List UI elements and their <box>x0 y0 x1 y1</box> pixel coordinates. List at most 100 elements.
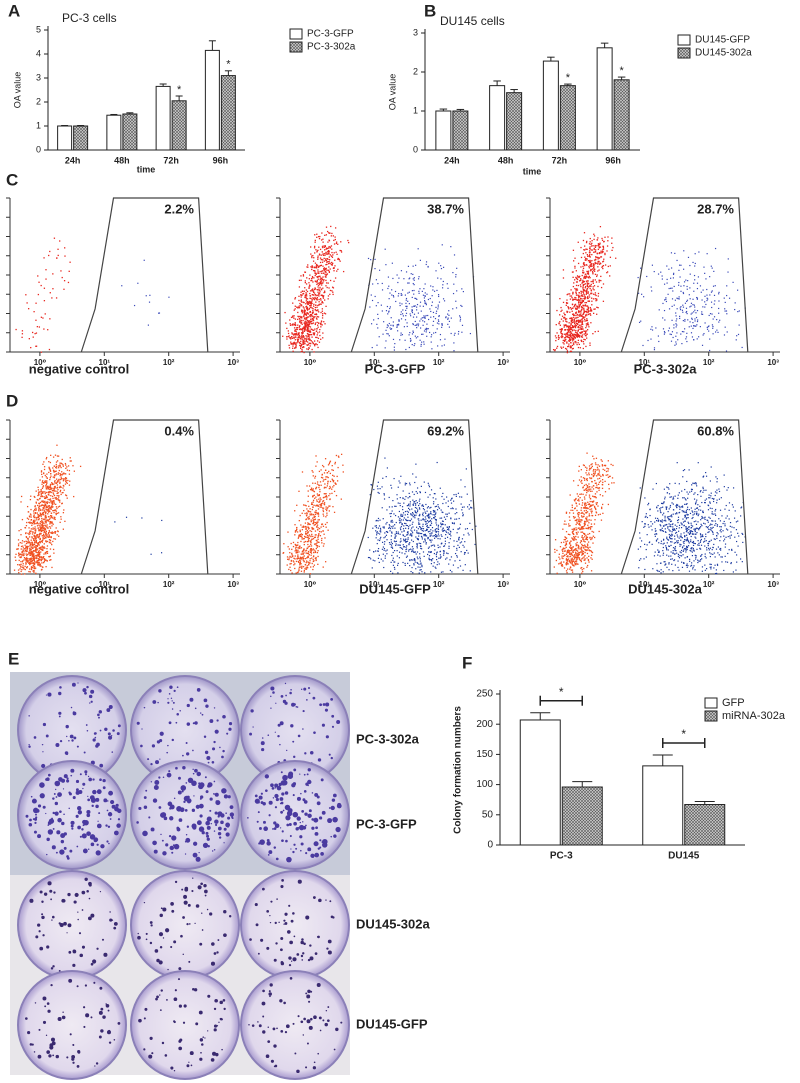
event-dot <box>34 567 36 570</box>
event-dot <box>437 294 440 296</box>
event-dot <box>56 492 58 495</box>
event-dot <box>459 316 462 318</box>
event-dot <box>580 328 582 331</box>
event-dot <box>586 323 589 325</box>
event-dot <box>674 299 676 301</box>
event-dot <box>395 521 397 524</box>
event-dot <box>709 276 711 278</box>
event-dot <box>447 287 449 289</box>
event-dot <box>41 546 43 548</box>
event-dot <box>448 310 450 312</box>
event-dot <box>305 549 308 551</box>
event-dot <box>710 291 713 293</box>
event-dot <box>296 551 299 554</box>
event-dot <box>64 255 66 257</box>
event-dot <box>448 533 451 535</box>
event-dot <box>319 265 322 267</box>
event-dot <box>435 331 437 334</box>
event-dot <box>425 261 428 263</box>
event-dot <box>399 302 401 304</box>
event-dot <box>579 284 582 286</box>
legend-swatch <box>289 41 303 53</box>
event-dot <box>399 502 401 505</box>
event-dot <box>389 327 391 329</box>
chart-title: DU145 cells <box>440 14 505 28</box>
event-dot <box>290 343 292 345</box>
event-dot <box>575 292 577 295</box>
event-dot <box>42 527 44 529</box>
event-dot <box>377 527 379 529</box>
event-dot <box>591 263 593 265</box>
flow-tick-label: 10³ <box>767 358 779 367</box>
event-dot <box>304 311 306 314</box>
event-dot <box>302 557 305 560</box>
event-dot <box>323 267 326 269</box>
event-dot <box>583 262 585 264</box>
event-dot <box>320 298 322 300</box>
event-dot <box>39 538 41 541</box>
event-dot <box>36 542 39 544</box>
event-dot <box>318 295 320 297</box>
event-dot <box>294 308 296 310</box>
event-dot <box>286 336 288 338</box>
event-dot <box>295 552 298 554</box>
event-dot <box>33 559 35 561</box>
event-dot <box>586 337 588 339</box>
x-tick-label: 72h <box>163 155 179 165</box>
event-dot <box>302 525 305 527</box>
event-dot <box>565 320 567 323</box>
event-dot <box>710 301 713 303</box>
event-dot <box>22 545 24 547</box>
event-dot <box>53 474 56 476</box>
event-dot <box>44 503 47 506</box>
event-dot <box>727 258 729 260</box>
event-dot <box>689 306 691 308</box>
event-dot <box>424 295 426 298</box>
bar <box>73 125 89 151</box>
event-dot <box>54 486 56 489</box>
event-dot <box>584 330 586 332</box>
event-dot <box>39 520 42 523</box>
event-dot <box>324 268 326 271</box>
event-dot <box>575 270 577 272</box>
event-dot <box>430 571 432 573</box>
event-dot <box>461 288 463 290</box>
event-dot <box>55 513 57 516</box>
event-dot <box>421 341 423 343</box>
event-dot <box>46 473 48 475</box>
event-dot <box>376 534 378 536</box>
event-dot <box>601 237 603 240</box>
event-dot <box>416 309 418 311</box>
event-dot <box>49 541 51 543</box>
event-dot <box>402 534 404 536</box>
event-dot <box>313 305 315 307</box>
event-dot <box>44 521 47 523</box>
event-dot <box>384 457 386 459</box>
event-dot <box>318 501 320 503</box>
event-dot <box>141 517 143 519</box>
event-dot <box>45 525 47 527</box>
event-dot <box>301 471 304 473</box>
event-dot <box>391 519 393 522</box>
event-dot <box>572 291 574 293</box>
legend-label: DU145-GFP <box>695 35 750 46</box>
event-dot <box>23 568 25 570</box>
event-dot <box>383 321 385 323</box>
event-dot <box>310 246 312 248</box>
event-dot <box>419 569 421 571</box>
event-dot <box>686 332 688 334</box>
event-dot <box>304 295 306 297</box>
event-dot <box>52 548 55 551</box>
event-dot <box>25 542 28 545</box>
event-dot <box>384 555 386 557</box>
event-dot <box>448 320 451 322</box>
event-dot <box>326 273 329 275</box>
event-dot <box>313 560 315 562</box>
event-dot <box>326 512 328 514</box>
event-dot <box>311 265 313 267</box>
event-dot <box>301 529 304 531</box>
event-dot <box>400 513 402 515</box>
bar <box>122 113 138 151</box>
event-dot <box>326 261 328 263</box>
event-dot <box>322 525 325 527</box>
